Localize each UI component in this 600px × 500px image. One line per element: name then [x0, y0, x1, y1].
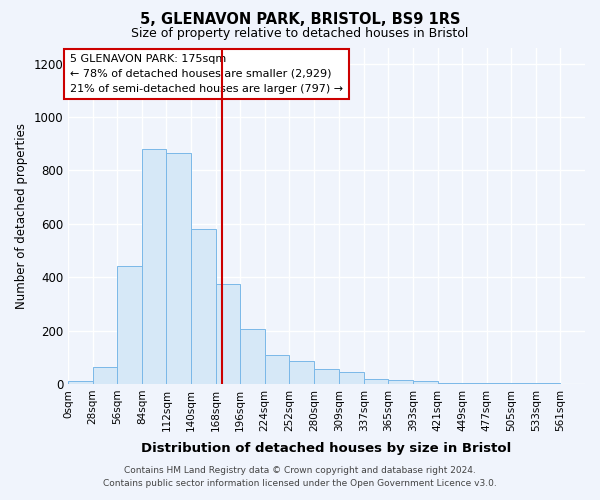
Bar: [413, 381, 437, 384]
Bar: [289, 361, 314, 384]
Bar: [191, 229, 215, 384]
Text: 5, GLENAVON PARK, BRISTOL, BS9 1RS: 5, GLENAVON PARK, BRISTOL, BS9 1RS: [140, 12, 460, 28]
Bar: [118, 266, 142, 384]
Bar: [462, 382, 487, 384]
Bar: [364, 378, 388, 384]
Y-axis label: Number of detached properties: Number of detached properties: [15, 122, 28, 308]
Bar: [142, 149, 166, 384]
Bar: [68, 381, 93, 384]
Text: 5 GLENAVON PARK: 175sqm
← 78% of detached houses are smaller (2,929)
21% of semi: 5 GLENAVON PARK: 175sqm ← 78% of detache…: [70, 54, 343, 94]
Bar: [215, 284, 240, 384]
Text: Size of property relative to detached houses in Bristol: Size of property relative to detached ho…: [131, 28, 469, 40]
Bar: [93, 366, 118, 384]
Bar: [511, 382, 536, 384]
Bar: [437, 382, 462, 384]
X-axis label: Distribution of detached houses by size in Bristol: Distribution of detached houses by size …: [142, 442, 512, 455]
Bar: [314, 369, 340, 384]
Bar: [265, 354, 289, 384]
Bar: [240, 329, 265, 384]
Bar: [340, 372, 364, 384]
Text: Contains HM Land Registry data © Crown copyright and database right 2024.
Contai: Contains HM Land Registry data © Crown c…: [103, 466, 497, 487]
Bar: [487, 382, 511, 384]
Bar: [388, 380, 413, 384]
Bar: [166, 153, 191, 384]
Bar: [536, 382, 560, 384]
